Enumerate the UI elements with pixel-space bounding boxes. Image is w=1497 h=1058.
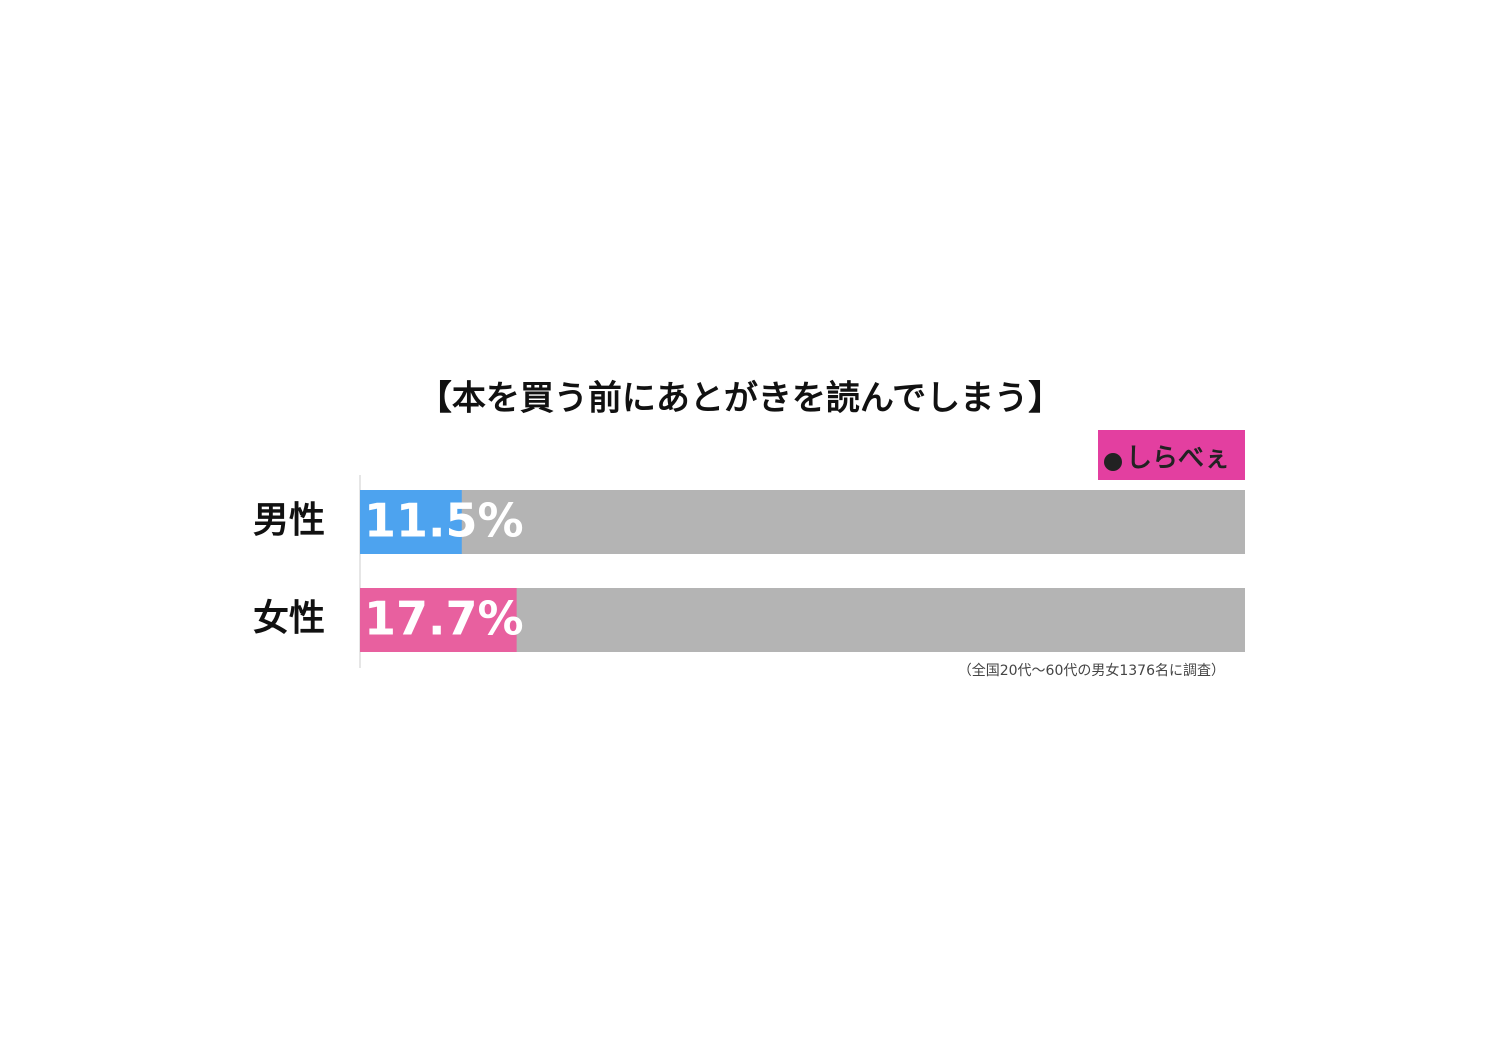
category-label: 女性: [253, 598, 325, 639]
logo-text: しらべぇ: [1126, 444, 1230, 474]
logo-box: [1098, 430, 1245, 480]
value-label: 17.7%: [364, 592, 524, 646]
bar-track: [360, 490, 1245, 554]
value-label: 11.5%: [364, 494, 524, 548]
chart-title: 【本を買う前にあとがきを読んでしまう】: [418, 379, 1062, 419]
bar: [360, 588, 517, 652]
category-label: 男性: [253, 500, 325, 541]
note: （全国20代〜60代の男女1376名に調査）: [958, 662, 1225, 679]
logo-icon: [1104, 453, 1122, 471]
bar: [360, 490, 462, 554]
